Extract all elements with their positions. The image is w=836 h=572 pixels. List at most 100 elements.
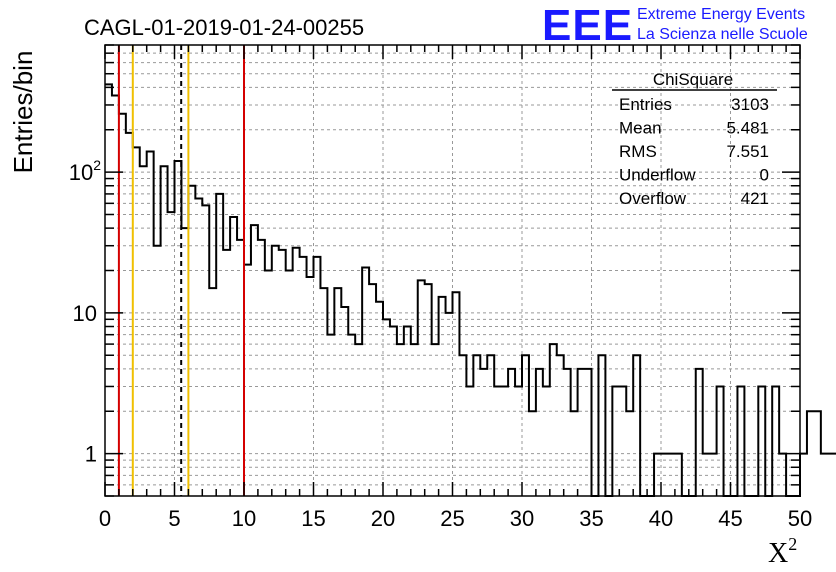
histogram-bin: [147, 152, 154, 496]
histogram-bin: [348, 335, 355, 496]
histogram-bin: [293, 248, 300, 496]
histogram-bin: [821, 454, 828, 496]
histogram-bin: [515, 386, 522, 496]
histogram-series: [105, 83, 836, 497]
stats-rows: Entries 3103 Mean 5.481 RMS 7.551 Underflow 0 Ov…: [619, 95, 769, 208]
histogram-bin: [244, 265, 251, 496]
stats-row-label: Underflow: [619, 166, 696, 185]
histogram-bin: [404, 327, 411, 496]
histogram-bin: [286, 271, 293, 497]
histogram-bin: [126, 133, 133, 496]
histogram-bin: [112, 96, 119, 496]
y-tick-exponent: 2: [93, 157, 101, 173]
histogram-bin: [376, 302, 383, 496]
x-axis-label: X2: [768, 534, 797, 569]
histogram-bin: [327, 335, 334, 496]
histogram-bin: [355, 344, 362, 496]
eee-logo: EEE Extreme Energy Events La Scienza nel…: [542, 1, 808, 50]
axis-ticks: [104, 44, 801, 497]
histogram-bin: [536, 369, 543, 496]
histogram-bin: [425, 284, 432, 496]
histogram-bin: [418, 280, 425, 496]
histogram-bin: [140, 166, 147, 496]
stats-row-value: 7.551: [726, 142, 769, 161]
histogram-bin: [508, 369, 515, 496]
histogram-bin: [251, 225, 258, 496]
histogram-bin: [473, 355, 480, 496]
logo-letters: EEE: [542, 1, 633, 50]
histogram-bin: [362, 268, 369, 496]
x-tick-label: 25: [440, 506, 464, 531]
stats-title: ChiSquare: [653, 70, 733, 89]
histogram-bin: [168, 212, 175, 496]
y-tick-label: 1: [85, 442, 97, 467]
page-title: CAGL-01-2019-01-24-00255: [84, 15, 364, 40]
histogram-bin: [800, 454, 807, 496]
histogram-bin: [188, 186, 195, 496]
histogram-bin: [758, 386, 765, 496]
histogram-bin: [626, 411, 633, 496]
histogram-bin: [696, 369, 703, 496]
histogram-bin: [237, 240, 244, 496]
histogram-bin: [564, 369, 571, 496]
histogram-bin: [341, 307, 348, 496]
histogram-bin: [119, 114, 126, 496]
histogram-bin: [675, 454, 682, 496]
histogram-bin: [279, 250, 286, 496]
histogram-bin: [814, 411, 821, 496]
reference-lines: [117, 45, 245, 496]
y-tick-labels: 1 10 102: [69, 157, 101, 467]
x-tick-label: 15: [301, 506, 325, 531]
histogram-bin: [300, 257, 307, 496]
x-tick-label: 10: [232, 506, 256, 531]
stats-row-value: 0: [760, 166, 769, 185]
histogram-bin: [668, 454, 675, 496]
histogram-bin: [633, 355, 640, 496]
stats-row-label: Mean: [619, 119, 662, 138]
histogram-bin: [453, 292, 460, 496]
histogram-bin: [411, 344, 418, 496]
histogram-bin: [480, 369, 487, 496]
histogram-bin: [202, 205, 209, 496]
histogram-bin: [522, 355, 529, 496]
histogram-bin: [439, 297, 446, 496]
histogram-bin: [383, 319, 390, 496]
histogram-bin: [230, 217, 237, 496]
histogram-bin: [717, 386, 724, 496]
histogram-bin: [432, 344, 439, 496]
histogram-bin: [487, 355, 494, 496]
logo-line2: La Scienza nelle Scuole: [637, 26, 808, 43]
histogram-bin: [265, 271, 272, 497]
histogram-bin: [459, 355, 466, 496]
x-tick-labels: 0 5 10 15 20 25 30 35 40 45 50: [99, 506, 812, 531]
stats-row-value: 421: [741, 189, 769, 208]
x-tick-label: 20: [371, 506, 395, 531]
stats-row-label: Entries: [619, 95, 672, 114]
histogram-bin: [710, 454, 717, 496]
x-tick-label: 50: [788, 506, 812, 531]
histogram-bin: [466, 386, 473, 496]
histogram-bin: [612, 386, 619, 496]
histogram-bin: [529, 411, 536, 496]
histogram-bin: [216, 194, 223, 496]
histogram-bin: [557, 355, 564, 496]
histogram-bin: [161, 166, 168, 496]
histogram-outline: [105, 83, 836, 497]
histogram-bin: [501, 386, 508, 496]
y-axis-label: Entries/bin: [8, 51, 38, 174]
y-tick-label: 102: [69, 157, 101, 185]
histogram-bin: [258, 240, 265, 496]
histogram-bin: [598, 355, 605, 496]
stats-box: ChiSquare Entries 3103 Mean 5.481 RMS 7.551 Un…: [612, 70, 777, 208]
histogram-bin: [550, 344, 557, 496]
histogram-bin: [105, 84, 112, 496]
x-axis-label-main: X: [768, 538, 788, 569]
histogram-bin: [209, 288, 216, 496]
stats-row-value: 5.481: [726, 119, 769, 138]
y-tick-label: 10: [73, 301, 97, 326]
stats-row-label: RMS: [619, 142, 657, 161]
histogram-bin: [654, 454, 661, 496]
histogram-bin: [737, 386, 744, 496]
histogram-bin: [181, 228, 188, 496]
